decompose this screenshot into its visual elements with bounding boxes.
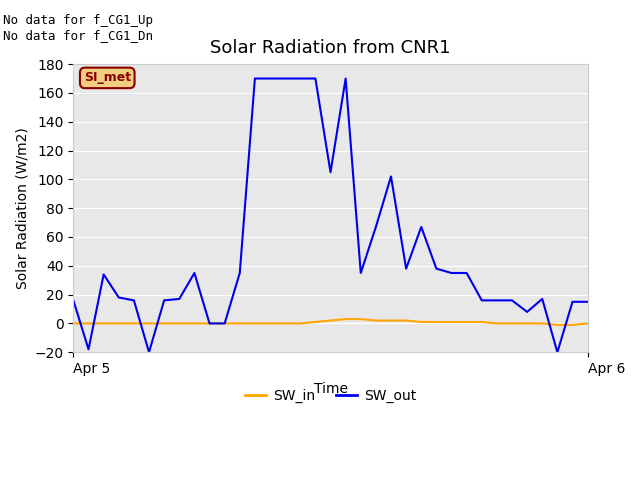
Legend: SW_in, SW_out: SW_in, SW_out <box>239 384 422 408</box>
X-axis label: Time: Time <box>314 382 348 396</box>
Text: SI_met: SI_met <box>84 72 131 84</box>
Title: Solar Radiation from CNR1: Solar Radiation from CNR1 <box>211 39 451 57</box>
Text: No data for f_CG1_Up
No data for f_CG1_Dn: No data for f_CG1_Up No data for f_CG1_D… <box>3 14 153 42</box>
Y-axis label: Solar Radiation (W/m2): Solar Radiation (W/m2) <box>15 127 29 289</box>
